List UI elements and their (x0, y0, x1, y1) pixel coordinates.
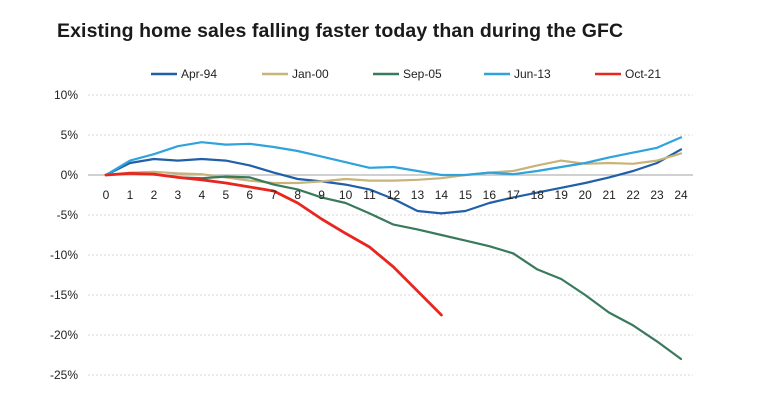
x-axis-tick-labels: 0 1 2 3 4 5 6 7 8 9 10 11 12 13 14 15 16 17 18 19 20 21 22 23 24 (103, 188, 688, 202)
x-tick-label: 20 (578, 188, 592, 202)
x-tick-label: 7 (270, 188, 277, 202)
y-tick-label: 10% (54, 88, 78, 102)
x-tick-label: 21 (602, 188, 616, 202)
legend-label: Jun-13 (514, 67, 551, 81)
legend-label: Jan-00 (292, 67, 329, 81)
y-tick-label: -15% (50, 288, 78, 302)
y-tick-label: 0% (61, 168, 79, 182)
x-tick-label: 19 (555, 188, 569, 202)
y-tick-label: -20% (50, 328, 78, 342)
y-tick-label: -5% (57, 208, 79, 222)
x-tick-label: 4 (198, 188, 205, 202)
series-line-sep-05 (104, 172, 683, 361)
series-line-jun-13 (104, 136, 683, 177)
chart-title: Existing home sales falling faster today… (57, 20, 624, 42)
x-tick-label: 10 (339, 188, 353, 202)
x-tick-label: 11 (363, 188, 376, 202)
x-tick-label: 9 (318, 188, 325, 202)
x-tick-label: 24 (674, 188, 688, 202)
x-tick-label: 15 (459, 188, 473, 202)
x-tick-label: 2 (151, 188, 158, 202)
x-tick-label: 13 (411, 188, 425, 202)
x-tick-label: 5 (222, 188, 229, 202)
x-tick-label: 23 (650, 188, 664, 202)
y-axis-tick-labels: 10% 5% 0% -5% -10% -15% -20% -25% (50, 88, 78, 382)
x-tick-label: 12 (387, 188, 401, 202)
legend-label: Sep-05 (403, 67, 442, 81)
legend-label: Oct-21 (625, 67, 661, 81)
series-lines (104, 136, 683, 361)
x-tick-label: 8 (294, 188, 301, 202)
legend: Apr-94 Jan-00 Sep-05 Jun-13 Oct-21 (151, 67, 661, 81)
x-tick-label: 0 (103, 188, 110, 202)
x-tick-label: 3 (175, 188, 182, 202)
gridlines (88, 94, 693, 376)
x-tick-label: 14 (435, 188, 449, 202)
x-tick-label: 17 (507, 188, 521, 202)
x-tick-label: 1 (127, 188, 134, 202)
series-line-apr-94 (104, 148, 683, 215)
x-tick-label: 6 (246, 188, 253, 202)
y-tick-label: -25% (50, 368, 78, 382)
x-tick-label: 22 (626, 188, 640, 202)
y-tick-label: -10% (50, 248, 78, 262)
legend-label: Apr-94 (181, 67, 217, 81)
y-tick-label: 5% (61, 128, 79, 142)
x-tick-label: 18 (531, 188, 545, 202)
x-tick-label: 16 (483, 188, 497, 202)
series-line-oct-21 (104, 172, 443, 317)
